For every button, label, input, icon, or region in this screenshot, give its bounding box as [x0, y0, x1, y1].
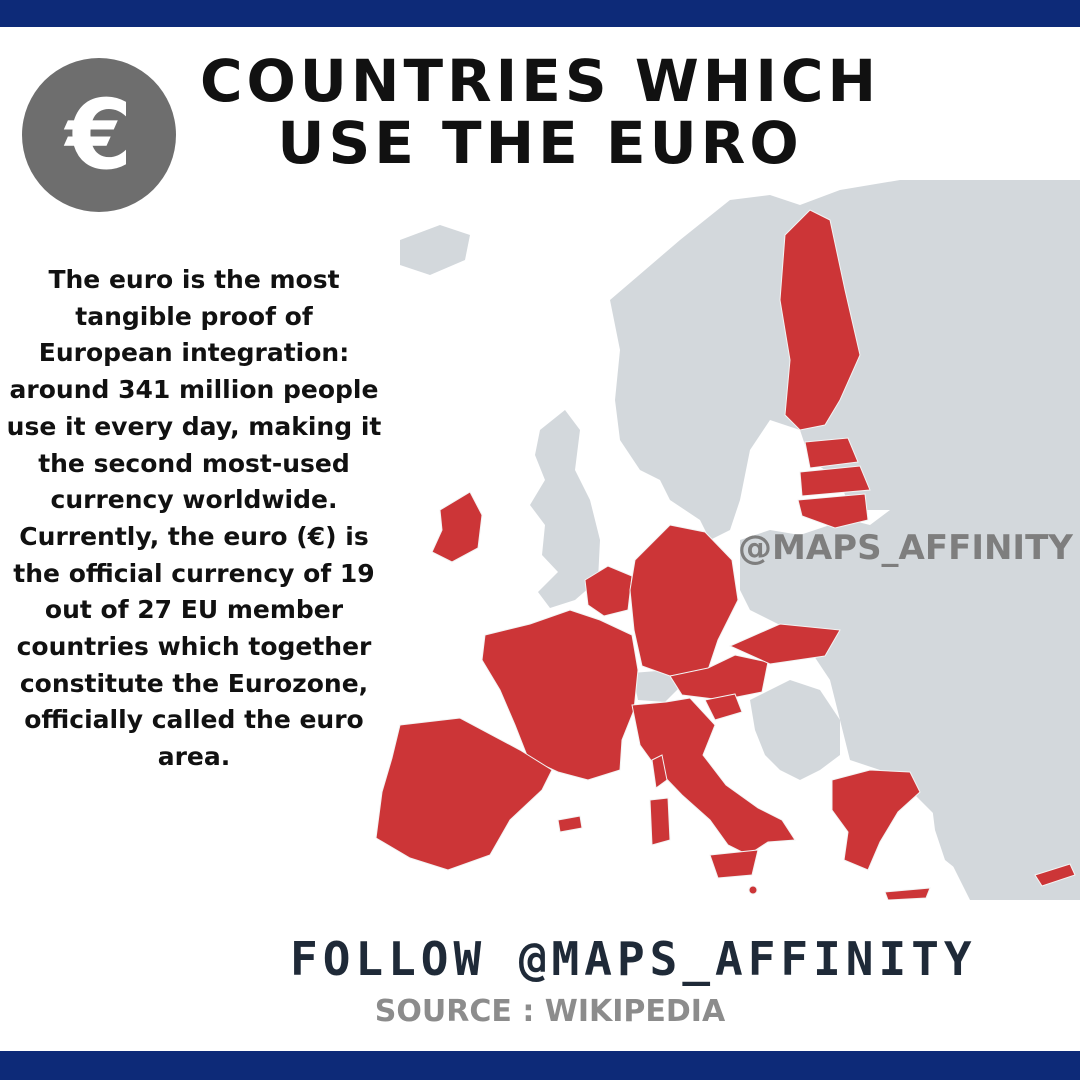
island-corsica	[651, 754, 668, 789]
land-balkans	[750, 680, 840, 780]
country-slovenia	[704, 693, 743, 721]
country-estonia	[804, 437, 859, 469]
country-greece	[831, 769, 921, 871]
country-ireland	[431, 491, 483, 563]
country-france	[481, 609, 639, 781]
island-cyprus	[1034, 863, 1076, 887]
source-credit: SOURCE : WIKIPEDIA	[374, 994, 726, 1029]
top-band	[0, 0, 1080, 27]
island-crete	[884, 887, 931, 900]
follow-handle: FOLLOW @MAPS_AFFINITY	[290, 932, 977, 986]
island-malta	[748, 885, 758, 895]
country-iberia	[375, 717, 553, 871]
country-germany	[629, 524, 739, 677]
description-text: The euro is the most tangible proof of E…	[6, 265, 382, 772]
land-turkey	[930, 740, 1080, 880]
map-watermark: @MAPS_AFFINITY	[738, 528, 1073, 568]
country-slovakia	[728, 623, 841, 665]
country-austria	[669, 654, 769, 701]
island-mallorca	[557, 815, 583, 833]
title-line-2: USE THE EURO	[277, 109, 803, 177]
eurozone-land	[375, 209, 1076, 900]
land-switzerland	[632, 670, 682, 702]
country-italy	[631, 697, 796, 856]
page-title: COUNTRIES WHICH USE THE EURO	[180, 50, 900, 174]
country-benelux	[584, 565, 633, 617]
title-line-1: COUNTRIES WHICH	[199, 47, 881, 115]
land-iceland	[400, 225, 470, 275]
bottom-band	[0, 1051, 1080, 1080]
country-latvia	[799, 465, 871, 497]
island-sardinia	[649, 797, 671, 846]
country-lithuania	[797, 493, 869, 529]
europe-map	[375, 180, 1080, 900]
land-great-britain	[530, 410, 600, 608]
country-finland	[779, 209, 861, 431]
island-sicily	[709, 849, 759, 879]
euro-coin-icon: €	[22, 58, 176, 212]
euro-symbol: €	[65, 79, 133, 191]
